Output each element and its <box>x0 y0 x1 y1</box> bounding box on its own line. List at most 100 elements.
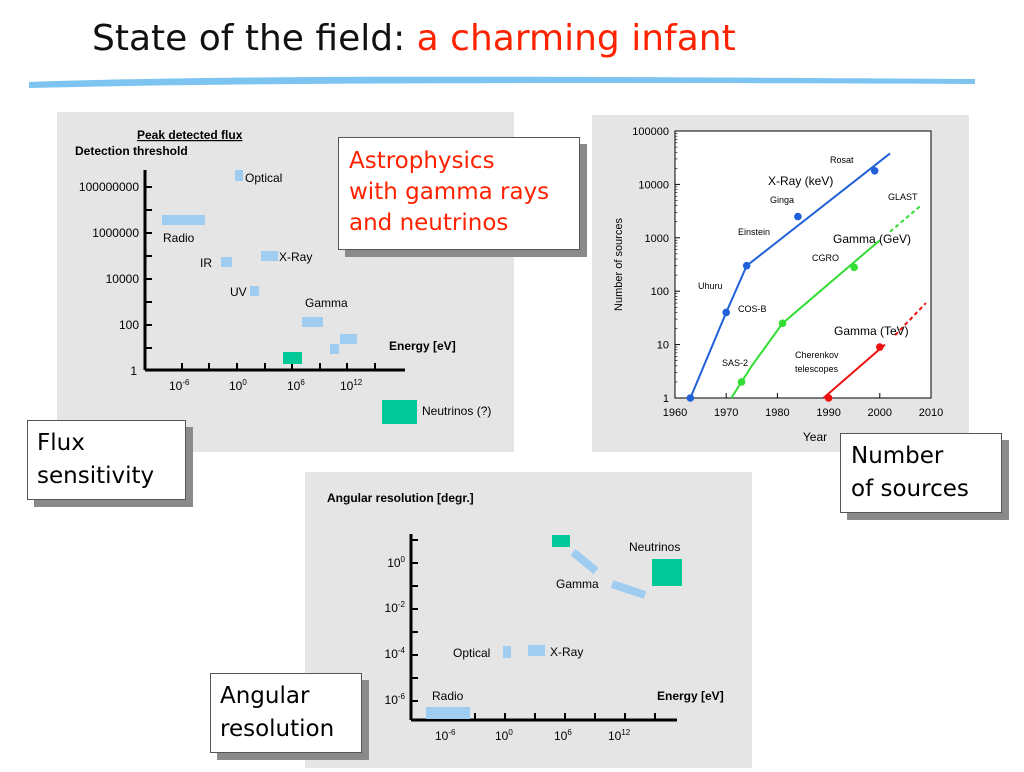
radio-box <box>162 215 205 225</box>
gamma-box-3 <box>330 344 339 354</box>
angular-gamma-label: Gamma <box>556 577 599 591</box>
angular-xray-box <box>528 645 545 656</box>
sources-series-point <box>722 308 730 317</box>
neutrino-box-small <box>283 352 302 364</box>
flux-y-ticks <box>145 186 152 349</box>
sources-annotation: SAS-2 <box>722 358 748 368</box>
svg-text:100: 100 <box>495 728 513 743</box>
angular-neutrino-box-small <box>552 535 570 547</box>
gamma-label: Gamma <box>305 296 348 310</box>
optical-box <box>235 170 243 181</box>
callout-number-line-2: of sources <box>851 476 969 502</box>
angular-optical-label: Optical <box>453 646 490 660</box>
sources-annotation: COS-B <box>738 304 767 314</box>
svg-text:10-4: 10-4 <box>385 646 406 661</box>
sources-series-point <box>742 261 751 270</box>
sources-annotation: Rosat <box>830 155 854 165</box>
sources-annotation: Uhuru <box>698 281 723 291</box>
flux-ytick-3: 100 <box>119 318 139 332</box>
xray-label: X-Ray <box>279 250 312 264</box>
sources-xtick-label: 1980 <box>765 407 789 419</box>
sources-annotation: Einstein <box>738 227 770 237</box>
uv-box <box>250 286 259 296</box>
flux-ytick-4: 1 <box>130 364 137 378</box>
title-main: State of the field: <box>92 18 406 59</box>
sources-series-line-0 <box>689 152 891 399</box>
sources-annotation: Ginga <box>770 195 794 205</box>
svg-text:1012: 1012 <box>340 378 363 393</box>
title-highlight: a charming infant <box>416 18 736 59</box>
sources-series-point <box>778 319 787 328</box>
angular-yticks: 100 10-2 10-4 10-6 <box>385 555 406 707</box>
sources-series-projection-2 <box>894 302 927 336</box>
angular-radio-box <box>426 707 470 719</box>
sources-series-point <box>870 166 879 175</box>
angular-neutrino-box-large <box>652 559 682 586</box>
angular-chart: Angular resolution [degr.] 100 10-2 10-4… <box>327 491 724 743</box>
callout-astro-line-3: and neutrinos <box>349 210 509 236</box>
callout-number-of-sources: Number of sources <box>840 433 1002 513</box>
slide-title: State of the field: a charming infant <box>92 18 736 59</box>
angular-neutrinos-label: Neutrinos <box>629 540 680 554</box>
sources-xtick-label: 1960 <box>663 407 687 419</box>
callout-astrophysics: Astrophysics with gamma rays and neutrin… <box>338 137 580 250</box>
flux-xlabel: Energy [eV] <box>389 339 456 353</box>
sources-xtick-label: 1970 <box>714 407 738 419</box>
angular-xticks: 10-6 100 106 1012 <box>435 728 631 743</box>
angular-xray-label: X-Ray <box>550 645 583 659</box>
svg-text:100: 100 <box>229 378 247 393</box>
callout-flux-sensitivity: Flux sensitivity <box>27 420 186 500</box>
sources-annotation: CGRO <box>812 253 839 263</box>
sources-series-point <box>737 378 746 386</box>
svg-text:10-6: 10-6 <box>385 692 406 707</box>
sources-annotation: telescopes <box>795 364 839 374</box>
svg-text:10-6: 10-6 <box>435 728 456 743</box>
ir-box <box>221 257 232 267</box>
optical-label: Optical <box>245 171 282 185</box>
svg-text:1012: 1012 <box>608 728 631 743</box>
flux-ytick-2: 10000 <box>106 272 140 286</box>
callout-flux-line-2: sensitivity <box>37 463 155 489</box>
sources-series-point <box>794 212 802 221</box>
sources-ytick-label: 100000 <box>632 126 669 138</box>
sources-panel: 100000 10000 1000 100 10 1 1960 1970 1980 1990 200… <box>592 115 969 452</box>
angular-radio-label: Radio <box>432 689 464 703</box>
sources-ylabel: Number of sources <box>613 218 625 311</box>
flux-ytick-1: 1000000 <box>92 226 139 240</box>
angular-gamma-segment-1 <box>570 548 599 575</box>
neutrinos-label: Neutrinos (?) <box>422 404 491 418</box>
sources-annotation: Cherenkov <box>795 350 839 360</box>
sources-chart: 100000 10000 1000 100 10 1 1960 1970 1980 1990 200… <box>613 126 943 444</box>
ir-label: IR <box>200 256 212 270</box>
sources-plot-frame <box>674 130 932 399</box>
callout-number-line-1: Number <box>851 443 944 469</box>
sources-annotation: GLAST <box>888 192 918 202</box>
sources-series-label-0: X-Ray (keV) <box>768 174 833 188</box>
sources-series-label-2: Gamma (TeV) <box>834 324 909 338</box>
sources-ytick-label: 100 <box>651 286 669 298</box>
angular-y-ticks <box>411 539 418 702</box>
xray-box <box>261 251 278 261</box>
callout-angular-line-2: resolution <box>220 716 335 742</box>
angular-panel: Angular resolution [degr.] 100 10-2 10-4… <box>305 472 752 768</box>
sources-ytick-label: 10 <box>657 340 669 352</box>
sources-ytick-label: 1 <box>663 393 669 405</box>
angular-x-ticks <box>442 713 656 720</box>
title-underline <box>29 76 975 88</box>
sources-series-label-1: Gamma (GeV) <box>833 232 911 246</box>
callout-angular-resolution: Angular resolution <box>210 673 362 753</box>
callout-astro-line-1: Astrophysics <box>349 148 495 174</box>
uv-label: UV <box>230 285 247 299</box>
sources-series-point <box>824 394 833 402</box>
flux-header-2: Detection threshold <box>75 144 188 158</box>
flux-header-1: Peak detected flux <box>137 128 243 142</box>
neutrino-box-large <box>382 400 417 424</box>
flux-chart: Peak detected flux Detection threshold 1… <box>75 128 491 424</box>
flux-xticks: 10-6 100 106 1012 <box>169 378 363 393</box>
sources-series-point <box>850 263 858 272</box>
sources-xtick-label: 1990 <box>816 407 840 419</box>
gamma-box-1 <box>302 317 323 327</box>
callout-astro-line-2: with gamma rays <box>349 179 550 205</box>
sources-xtick-label: 2000 <box>868 407 892 419</box>
sources-series-point <box>686 394 695 402</box>
